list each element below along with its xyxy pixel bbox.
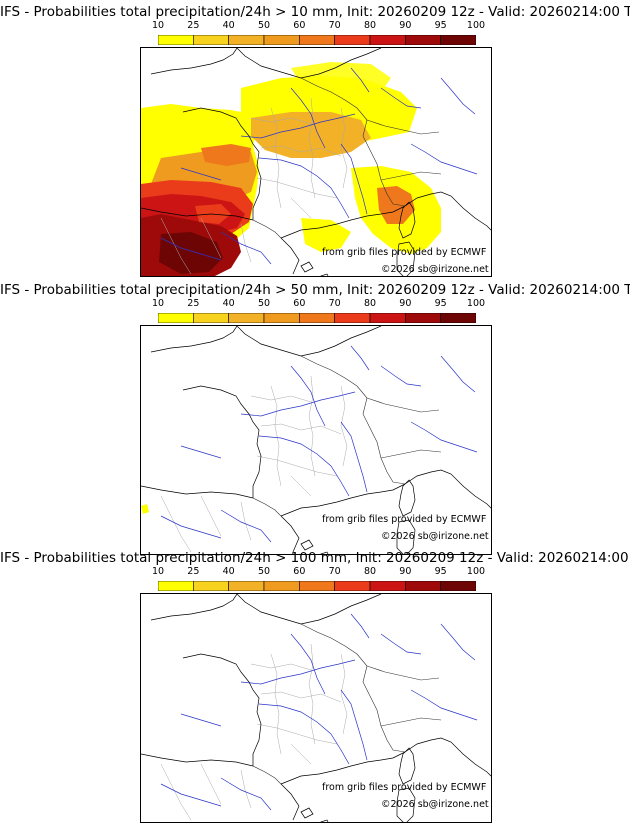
colorbar-tick-label: 25 [187,20,200,31]
colorbar-tick-label: 95 [434,298,447,309]
colorbar-scale [157,580,477,592]
colorbar-segment [369,312,406,324]
colorbar-tick-label: 80 [363,298,377,309]
colorbar-segment [157,580,194,592]
credit-source: from grib files provided by ECMWF [322,514,487,525]
map-frame [140,47,492,277]
map-frame [140,325,492,555]
colorbar-segment [405,34,441,46]
colorbar-tick-label: 60 [293,20,306,31]
colorbar-tick-label: 90 [399,566,412,577]
colorbar-segment [263,34,300,46]
colorbar-tick-label: 50 [257,298,271,309]
colorbar-tick-label: 70 [328,298,341,309]
panel-100mm: IFS - Probabilities total precipitation/… [0,546,630,823]
colorbar-segment [228,312,265,324]
colorbar-tick-label: 100 [466,20,486,31]
colorbar-segment [369,580,406,592]
colorbar-scale [157,34,477,46]
credit-source: from grib files provided by ECMWF [322,247,487,258]
credit-copyright: ©2026 sb@irizone.net [381,799,489,810]
colorbar-scale [157,312,477,324]
probability-map [141,48,491,276]
colorbar-segment [405,580,441,592]
panel-10mm: IFS - Probabilities total precipitation/… [0,0,630,277]
colorbar-tick-label: 10 [151,566,165,577]
colorbar-segment [299,312,335,324]
colorbar-tick-label: 50 [257,20,271,31]
colorbar-segment [193,580,229,592]
colorbar-tick-label: 60 [293,298,306,309]
colorbar-tick-label: 60 [293,566,306,577]
colorbar-segment [299,34,335,46]
colorbar [157,30,477,46]
colorbar-tick-label: 90 [399,20,412,31]
panel-title: IFS - Probabilities total precipitation/… [0,282,630,298]
colorbar-tick-label: 25 [187,566,200,577]
colorbar-tick-label: 90 [399,298,412,309]
colorbar-tick-label: 80 [363,20,377,31]
colorbar-tick-label: 10 [151,298,165,309]
colorbar-tick-label: 40 [222,20,235,31]
colorbar-tick-label: 80 [363,566,377,577]
colorbar-tick-label: 10 [151,20,165,31]
probability-map [141,326,491,554]
colorbar-tick-label: 40 [222,298,235,309]
colorbar-segment [299,580,335,592]
precip-probability-field [141,504,149,514]
colorbar-segment [228,580,265,592]
colorbar-segment [228,34,265,46]
precip-probability-field [141,62,441,276]
colorbar-segment [157,34,194,46]
colorbar-segment [157,312,194,324]
colorbar-tick-label: 100 [466,566,486,577]
panel-title: IFS - Probabilities total precipitation/… [0,550,630,566]
map-frame [140,593,492,823]
colorbar-segment [440,580,477,592]
colorbar-tick-label: 25 [187,298,200,309]
colorbar-segment [193,312,229,324]
credit-source: from grib files provided by ECMWF [322,782,487,793]
colorbar-segment [369,34,406,46]
colorbar [157,308,477,324]
colorbar-tick-label: 40 [222,566,235,577]
colorbar-tick-label: 95 [434,566,447,577]
credit-copyright: ©2026 sb@irizone.net [381,531,489,542]
colorbar-tick-label: 50 [257,566,271,577]
colorbar [157,576,477,592]
colorbar-segment [440,312,477,324]
panel-50mm: IFS - Probabilities total precipitation/… [0,278,630,555]
colorbar-segment [440,34,477,46]
colorbar-tick-label: 100 [466,298,486,309]
colorbar-segment [405,312,441,324]
colorbar-segment [334,34,371,46]
colorbar-segment [193,34,229,46]
colorbar-segment [263,580,300,592]
colorbar-tick-label: 70 [328,20,341,31]
panel-title: IFS - Probabilities total precipitation/… [0,4,630,20]
colorbar-segment [334,312,371,324]
credit-copyright: ©2026 sb@irizone.net [381,264,489,275]
colorbar-segment [263,312,300,324]
colorbar-tick-label: 70 [328,566,341,577]
colorbar-tick-label: 95 [434,20,447,31]
colorbar-segment [334,580,371,592]
